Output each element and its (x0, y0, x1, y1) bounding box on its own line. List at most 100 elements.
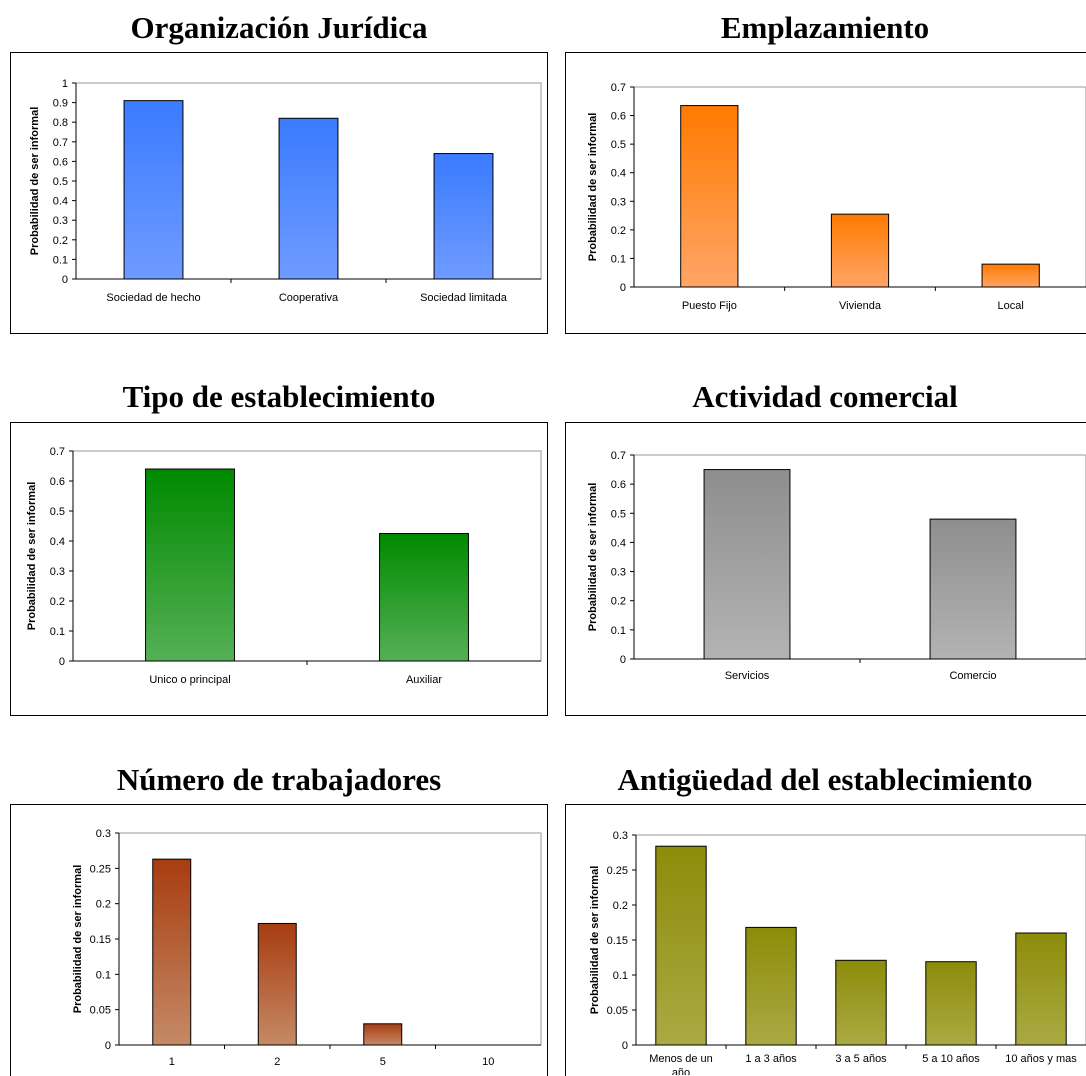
y-tick-label: 0.3 (96, 828, 111, 840)
plot-area (633, 454, 1086, 660)
chart-panel-actividad: 0 0.1 0.2 0.3 0.4 0.5 0.6 0.7 Probabilidad de se… (565, 422, 1086, 716)
chart-panel-emplazamiento: 0 0.1 0.2 0.3 0.4 0.5 0.6 0.7 Probabilidad de se… (565, 52, 1086, 334)
chart-organizacion: 0 0.1 0.2 0.3 0.4 0.5 0.6 0.7 0.8 0.9 1 Probabilida… (29, 78, 542, 304)
y-tick-label: 0.2 (53, 235, 68, 247)
y-tick-label: 0.7 (50, 446, 65, 458)
y-tick-label: 0.1 (96, 969, 111, 981)
bar-2 (745, 926, 797, 1046)
category-label: 1 (169, 1056, 175, 1068)
y-tick-label: 0.7 (53, 137, 68, 149)
y-tick-label: 0.1 (53, 254, 68, 266)
category-label: Menos de un año (649, 1053, 713, 1075)
y-tick-label: 0.2 (611, 225, 626, 237)
category-label: Auxiliar (406, 674, 442, 686)
chart-title-tipo: Tipo de establecimiento (122, 379, 436, 414)
bar-3 (363, 1023, 403, 1046)
y-tick-label: 0.3 (611, 567, 626, 579)
chart-trabajadores: 0 0.05 0.1 0.15 0.2 0.25 0.3 Probabilidad de se… (72, 828, 542, 1068)
y-tick-label: 0 (620, 282, 626, 294)
chart-antiguedad: 0 0.05 0.1 0.15 0.2 0.25 0.3 Probabilidad de se… (589, 830, 1086, 1075)
chart-title-antiguedad: Antigüedad del establecimiento (617, 762, 1033, 797)
y-axis-label: Probabilidad de ser informal (26, 482, 38, 631)
y-tick-label: 0 (620, 654, 626, 666)
y-tick-label: 0.3 (611, 196, 626, 208)
plot-area (72, 450, 542, 662)
y-tick-label: 0.8 (53, 117, 68, 129)
y-tick-label: 0.6 (50, 476, 65, 488)
y-tick-label: 0.6 (611, 111, 626, 123)
chart-tipo: 0 0.1 0.2 0.3 0.4 0.5 0.6 0.7 Probabilidad de se… (26, 446, 542, 686)
y-tick-label: 0.3 (53, 215, 68, 227)
bar-2 (257, 922, 297, 1046)
bar-1 (123, 100, 184, 280)
category-label: Servicios (725, 670, 770, 682)
y-tick-label: 0.7 (611, 450, 626, 462)
y-tick-label: 0.1 (611, 253, 626, 265)
y-tick-label: 0.7 (611, 82, 626, 94)
bar-3 (981, 263, 1040, 288)
y-axis-label: Probabilidad de ser informal (29, 107, 41, 256)
bar-1 (655, 845, 707, 1046)
bar-5 (1015, 932, 1067, 1046)
category-label: Vivienda (839, 300, 882, 312)
bar-1 (152, 858, 192, 1046)
y-tick-label: 0.2 (613, 900, 628, 912)
bar-2 (278, 117, 339, 280)
y-tick-label: 0.4 (50, 536, 65, 548)
chart-emplazamiento: 0 0.1 0.2 0.3 0.4 0.5 0.6 0.7 Probabilidad de se… (587, 82, 1086, 312)
y-tick-label: 0.4 (53, 196, 68, 208)
y-tick-label: 0.5 (611, 508, 626, 520)
y-tick-label: 0.2 (96, 899, 111, 911)
bar-2 (830, 213, 890, 288)
y-tick-label: 0.3 (50, 566, 65, 578)
category-label: 5 (380, 1056, 386, 1068)
y-tick-label: 0.1 (611, 625, 626, 637)
chart-title-emplazamiento: Emplazamiento (720, 10, 930, 45)
category-label: Comercio (949, 670, 996, 682)
bar-4 (925, 961, 977, 1046)
y-axis-label: Probabilidad de ser informal (587, 483, 599, 632)
y-tick-label: 0.1 (613, 970, 628, 982)
y-axis-label: Probabilidad de ser informal (589, 866, 601, 1015)
y-tick-label: 0 (105, 1040, 111, 1052)
category-label: 5 a 10 años (922, 1053, 980, 1065)
y-tick-label: 0.2 (611, 596, 626, 608)
category-label: 2 (274, 1056, 280, 1068)
bar-3 (835, 959, 887, 1046)
y-tick-label: 1 (62, 78, 68, 90)
bar-1 (145, 468, 235, 662)
y-tick-label: 0.05 (607, 1005, 628, 1017)
y-tick-label: 0.5 (50, 506, 65, 518)
bar-2 (379, 533, 469, 662)
y-tick-label: 0.05 (90, 1005, 111, 1017)
category-label: Puesto Fijo (682, 300, 737, 312)
chart-panel-trabajadores: 0 0.05 0.1 0.15 0.2 0.25 0.3 Probabilidad de se… (10, 804, 548, 1076)
y-tick-label: 0.5 (53, 176, 68, 188)
y-tick-label: 0.25 (90, 863, 111, 875)
y-tick-label: 0.4 (611, 168, 626, 180)
y-tick-label: 0.6 (611, 479, 626, 491)
y-tick-label: 0.2 (50, 596, 65, 608)
y-tick-label: 0.1 (50, 626, 65, 638)
y-tick-label: 0.15 (607, 935, 628, 947)
category-label: Local (998, 300, 1024, 312)
category-label: Sociedad de hecho (106, 292, 200, 304)
y-axis-label: Probabilidad de ser informal (72, 865, 84, 1014)
chart-title-organizacion: Organización Jurídica (130, 10, 428, 45)
bar-1 (703, 469, 791, 660)
bar-3 (433, 153, 494, 280)
bar-2 (929, 518, 1017, 660)
category-label: 1 a 3 años (745, 1053, 797, 1065)
chart-panel-organizacion: 0 0.1 0.2 0.3 0.4 0.5 0.6 0.7 0.8 0.9 1 Probabilida… (10, 52, 548, 334)
chart-actividad: 0 0.1 0.2 0.3 0.4 0.5 0.6 0.7 Probabilidad de se… (587, 450, 1086, 682)
y-tick-label: 0.25 (607, 865, 628, 877)
y-tick-label: 0 (62, 274, 68, 286)
y-tick-label: 0.4 (611, 537, 626, 549)
y-axis-label: Probabilidad de ser informal (587, 113, 599, 262)
category-label: Cooperativa (279, 292, 339, 304)
chart-panel-antiguedad: 0 0.05 0.1 0.15 0.2 0.25 0.3 Probabilidad de se… (565, 804, 1086, 1076)
chart-title-actividad: Actividad comercial (692, 379, 958, 414)
chart-title-trabajadores: Número de trabajadores (116, 762, 442, 797)
y-tick-label: 0.5 (611, 139, 626, 151)
y-tick-label: 0 (622, 1040, 628, 1052)
